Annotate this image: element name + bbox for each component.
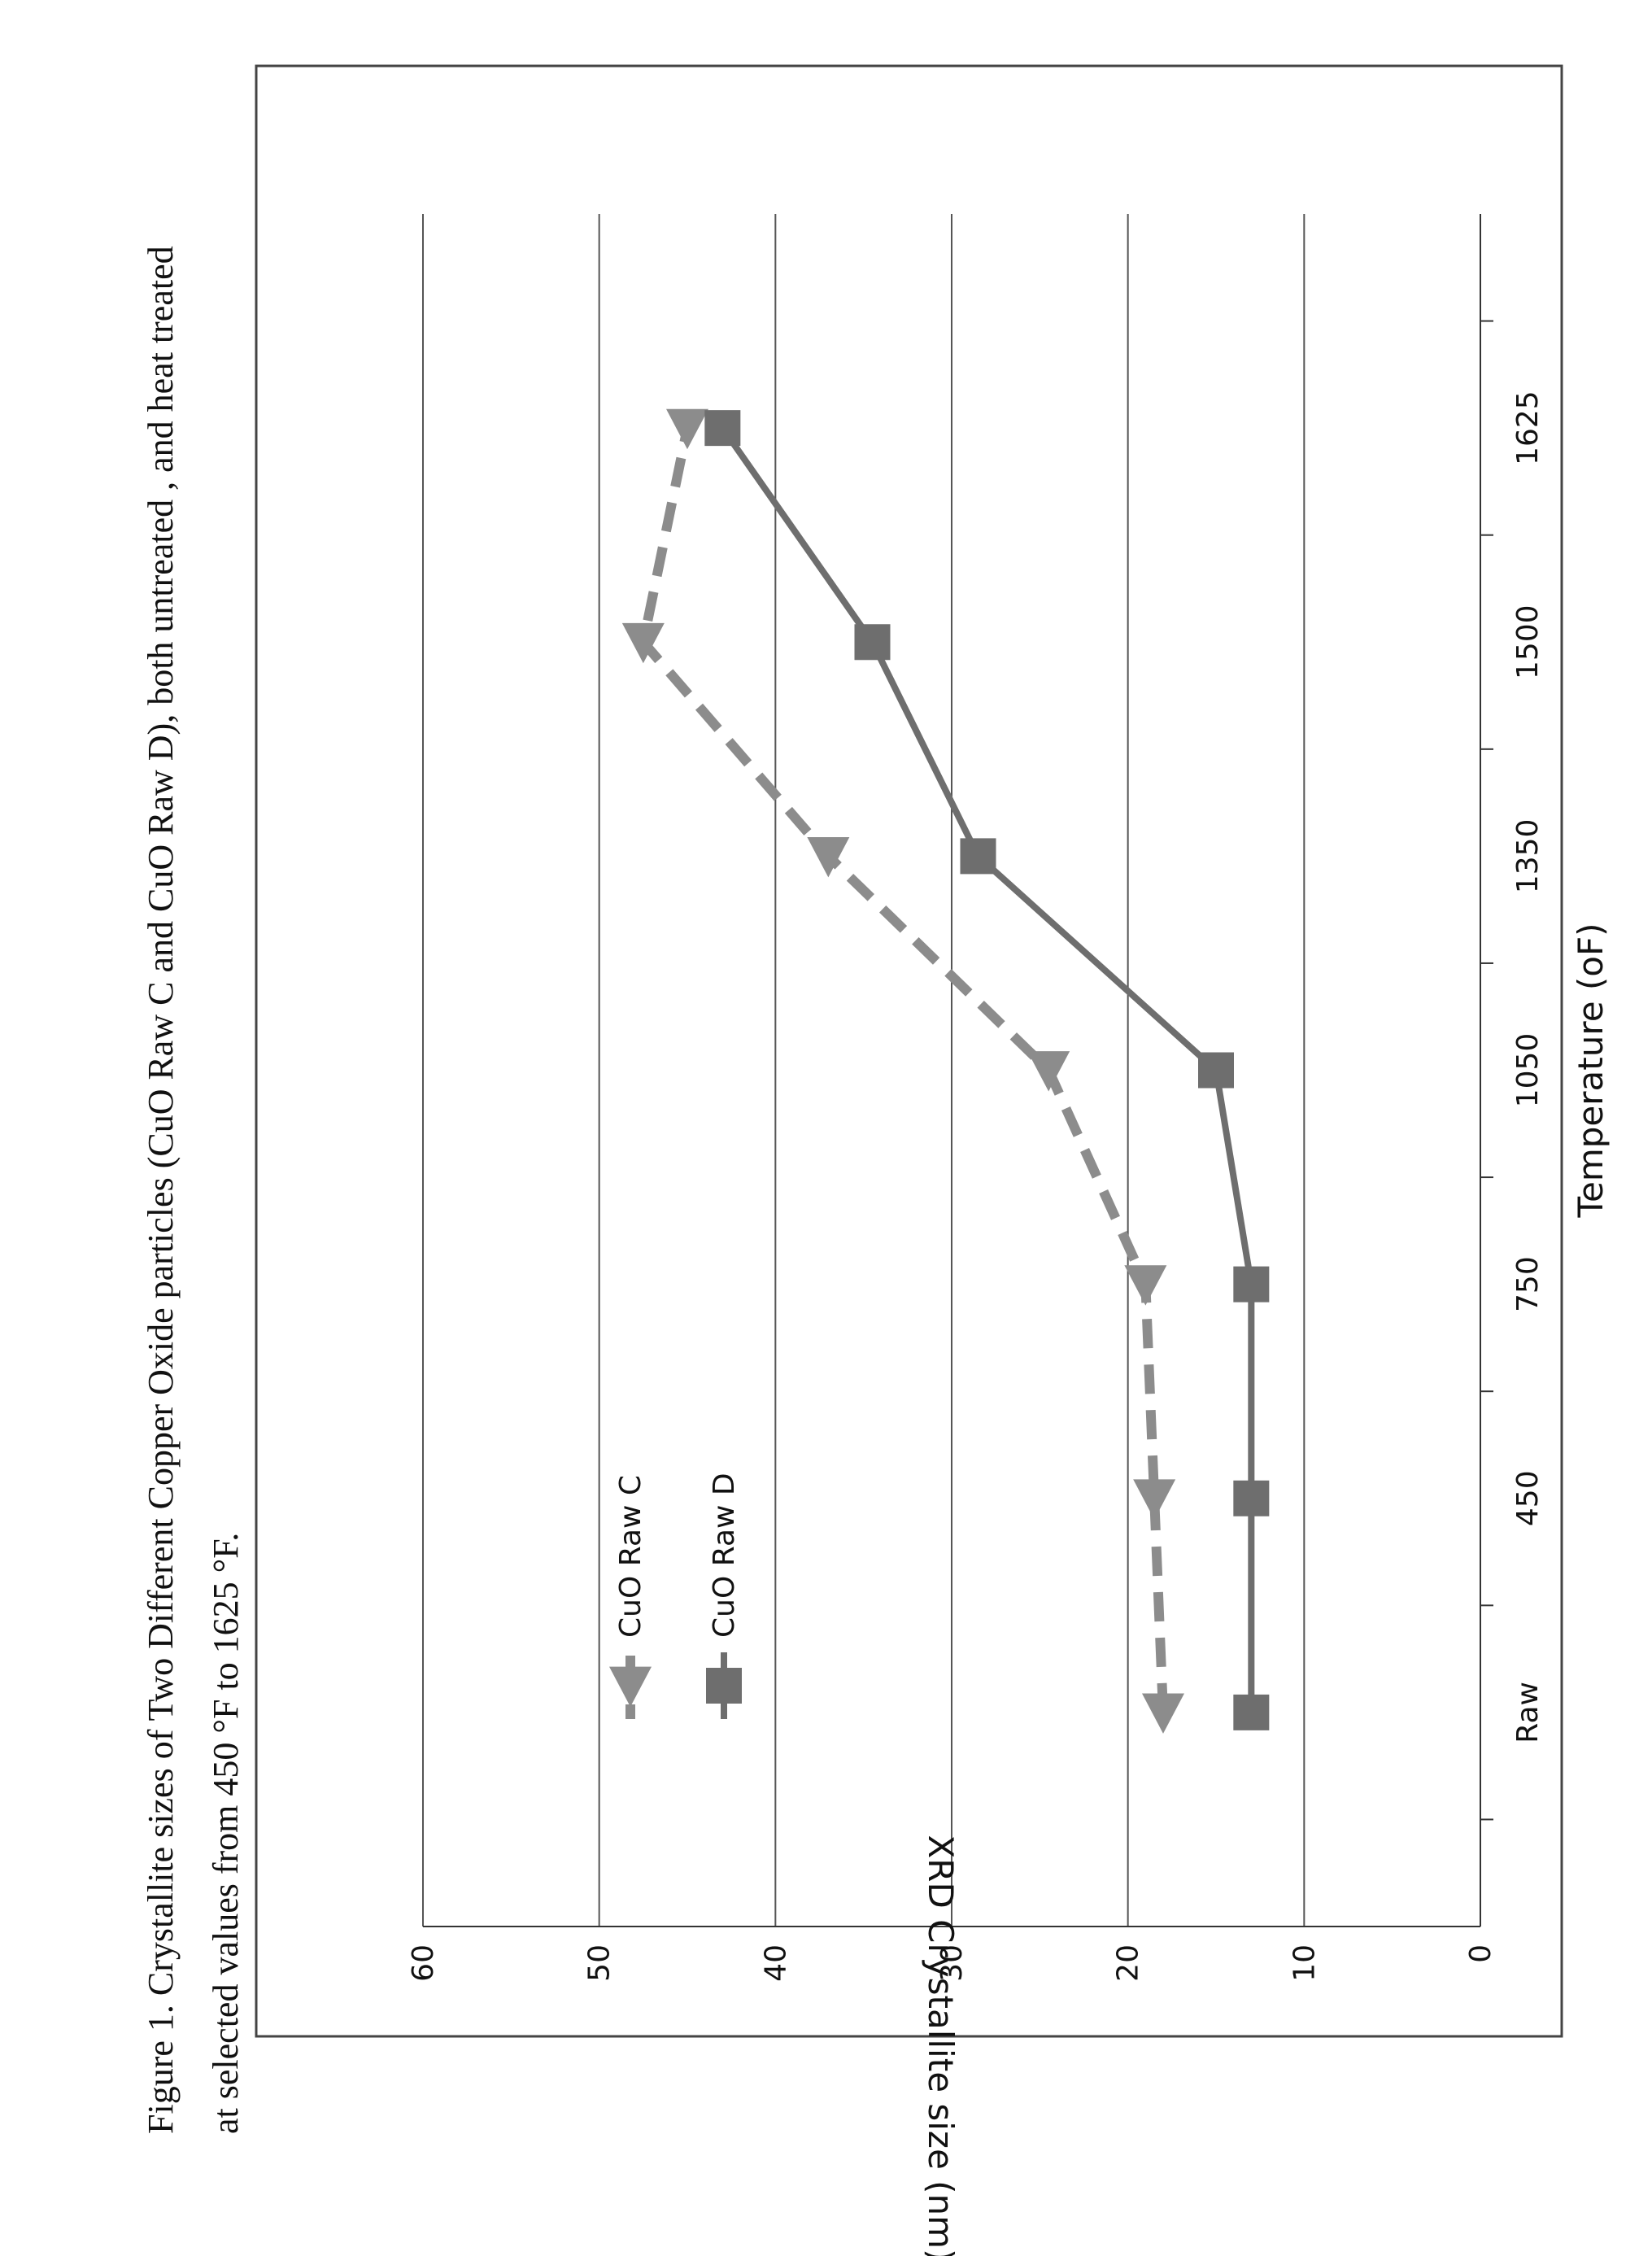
point-cuo-raw-c-1625 — [666, 409, 708, 449]
x-axis-title: Temperature (oF) — [1571, 923, 1611, 1218]
point-cuo-raw-d-Raw — [1233, 1695, 1269, 1730]
y-tick-label-20: 20 — [1112, 1944, 1145, 1982]
x-tick-label-Raw: Raw — [1511, 1682, 1545, 1743]
figure-caption-line-2: at selected values from 450 °F to 1625 °… — [206, 1533, 246, 2134]
legend-marker-cuo-raw-c — [609, 1667, 652, 1707]
chart-border — [256, 66, 1562, 2036]
gridlines — [423, 214, 1304, 1927]
x-tick-label-1350: 1350 — [1511, 819, 1545, 894]
point-cuo-raw-d-1350 — [961, 838, 996, 874]
x-tick-labels: Raw 450 750 1050 1350 1500 1625 — [1511, 391, 1545, 1743]
x-tick-label-1050: 1050 — [1511, 1033, 1545, 1108]
y-tick-label-50: 50 — [583, 1944, 617, 1982]
legend-marker-cuo-raw-d — [706, 1668, 742, 1704]
series-line-cuo-raw-d — [722, 428, 1251, 1713]
y-tick-label-0: 0 — [1464, 1944, 1497, 1963]
series-cuo-raw-d — [704, 410, 1269, 1730]
axes — [423, 214, 1493, 1927]
x-tick-label-450: 450 — [1511, 1470, 1545, 1526]
y-tick-label-10: 10 — [1288, 1944, 1321, 1982]
y-tick-label-60: 60 — [407, 1944, 440, 1982]
point-cuo-raw-c-1050 — [1027, 1051, 1070, 1091]
point-cuo-raw-c-750 — [1124, 1265, 1166, 1305]
x-tick-label-1500: 1500 — [1511, 604, 1545, 679]
y-tick-label-40: 40 — [759, 1944, 792, 1982]
legend-label-cuo-raw-c: CuO Raw C — [614, 1475, 647, 1638]
legend: CuO Raw C CuO Raw D — [609, 1473, 742, 1719]
point-cuo-raw-d-450 — [1233, 1481, 1269, 1516]
x-tick-label-1625: 1625 — [1511, 391, 1545, 465]
series-cuo-raw-c — [622, 409, 1184, 1734]
point-cuo-raw-d-1050 — [1198, 1053, 1234, 1089]
point-cuo-raw-d-1500 — [855, 624, 891, 660]
point-cuo-raw-c-450 — [1133, 1479, 1175, 1519]
point-cuo-raw-d-1625 — [704, 410, 740, 446]
point-cuo-raw-c-Raw — [1142, 1693, 1184, 1733]
point-cuo-raw-c-1350 — [807, 837, 849, 877]
legend-label-cuo-raw-d: CuO Raw D — [708, 1473, 741, 1638]
figure-caption-line-1: Figure 1. Crystallite sizes of Two Diffe… — [141, 246, 181, 2134]
y-axis-title: XRD Crystallite size (nm) — [921, 1835, 961, 2256]
x-tick-label-750: 750 — [1511, 1256, 1545, 1312]
point-cuo-raw-d-750 — [1233, 1267, 1269, 1303]
